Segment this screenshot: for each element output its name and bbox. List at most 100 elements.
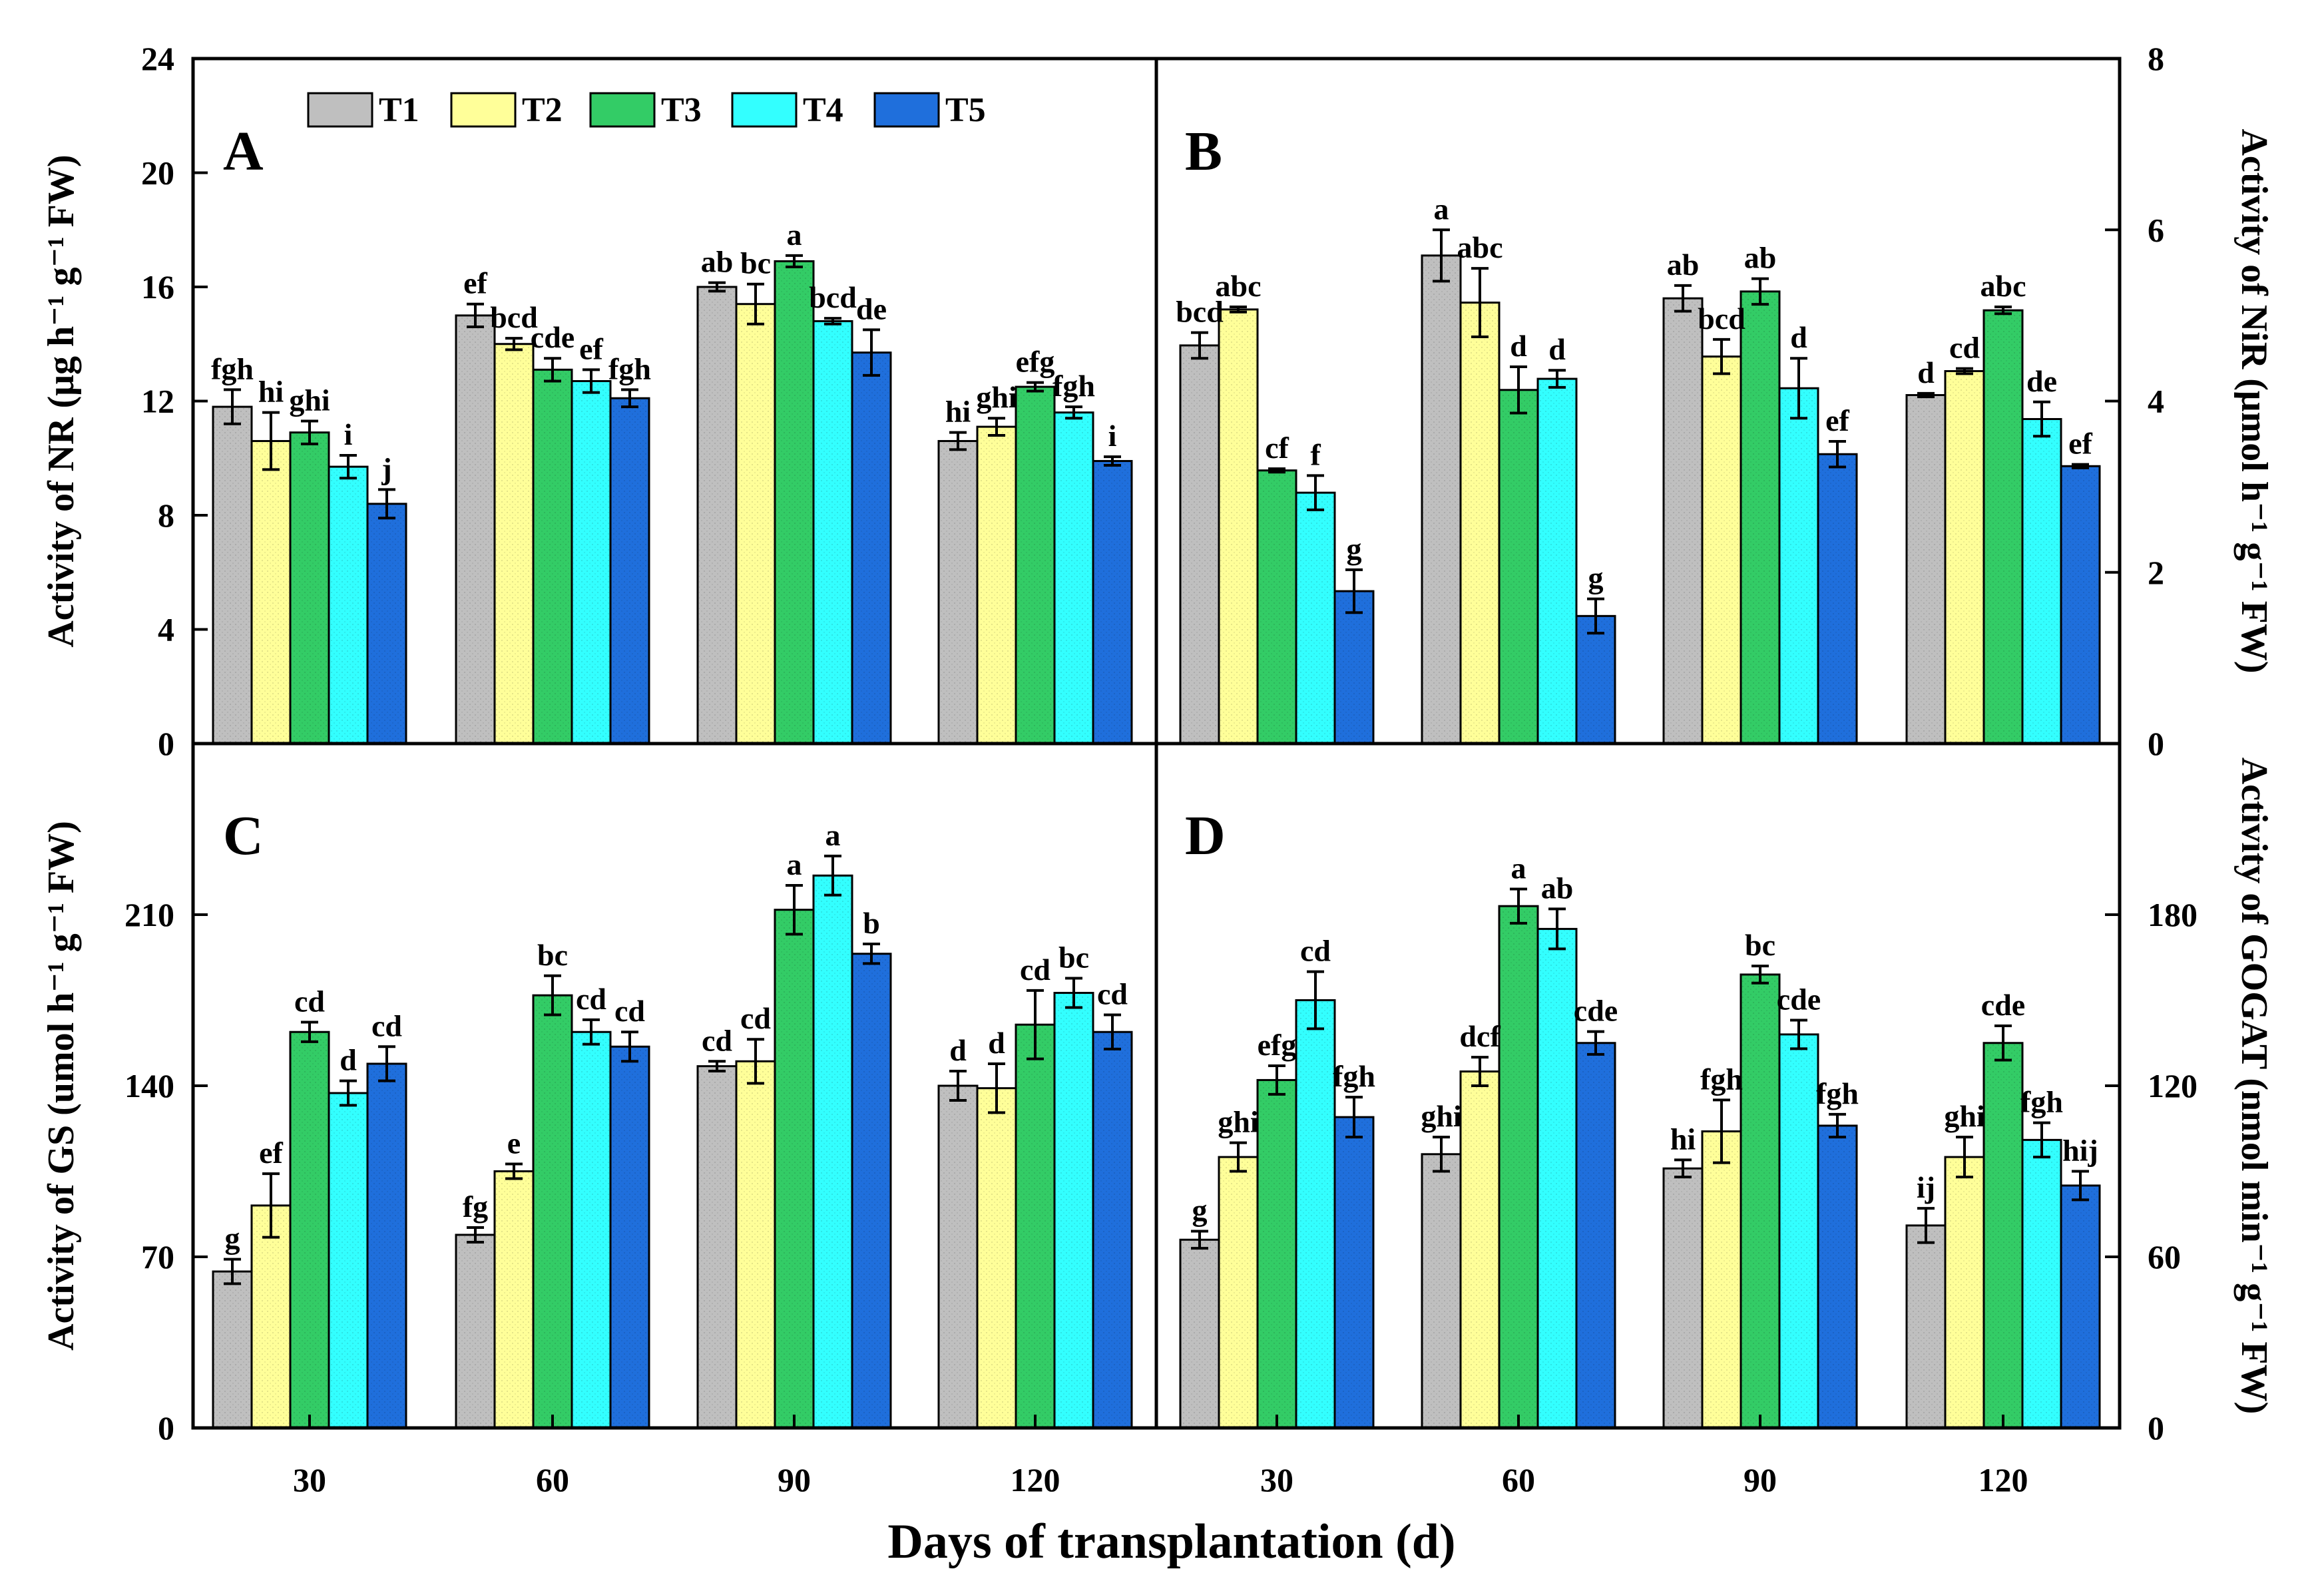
significance-label: hi: [945, 395, 971, 429]
y-axis-title-D: Activity of GOGAT (nmol min⁻¹ g⁻¹ FW): [2233, 758, 2275, 1415]
bar-texture: [1985, 312, 2021, 743]
bar-texture: [940, 442, 976, 742]
significance-label: abc: [1216, 269, 1262, 303]
bar-texture: [573, 382, 609, 742]
bar-texture: [776, 911, 812, 1427]
y-tick-label: 20: [141, 154, 174, 192]
bar-texture: [1501, 391, 1536, 742]
panel-label-A: A: [223, 120, 264, 182]
y-tick-label: 180: [2148, 896, 2198, 933]
significance-label: fgh: [1700, 1062, 1743, 1096]
bar-texture: [214, 1273, 250, 1427]
y-tick-label: 8: [158, 497, 174, 534]
bar-texture: [1742, 975, 1778, 1427]
significance-label: bc: [1058, 940, 1089, 974]
significance-label: cd: [740, 1001, 771, 1035]
bar-texture: [330, 1094, 366, 1427]
x-tick-label: 90: [1743, 1461, 1777, 1498]
significance-label: bcd: [490, 300, 538, 334]
significance-label: ef: [579, 332, 603, 365]
significance-label: bc: [740, 246, 771, 280]
y-tick-label: 0: [158, 1409, 174, 1447]
significance-label: efg: [1258, 1028, 1297, 1062]
significance-label: bc: [537, 938, 568, 972]
bar-texture: [1423, 256, 1459, 742]
significance-label: hij: [2062, 1134, 2098, 1168]
bar-texture: [1578, 617, 1614, 742]
significance-label: e: [507, 1126, 521, 1160]
significance-label: ef: [1825, 403, 1849, 437]
significance-label: abc: [1980, 269, 2026, 303]
significance-label: d: [1917, 355, 1935, 389]
panel-label-C: C: [223, 805, 264, 867]
significance-label: de: [856, 292, 887, 326]
significance-label: fgh: [211, 351, 254, 385]
significance-label: ab: [1541, 871, 1574, 905]
bar-texture: [1259, 471, 1295, 742]
significance-label: a: [1434, 192, 1449, 226]
significance-label: a: [1511, 851, 1526, 885]
legend-label-T2: T2: [522, 91, 563, 129]
significance-label: cde: [1777, 982, 1821, 1016]
bar-texture: [253, 442, 289, 742]
bar-texture: [457, 316, 493, 742]
bar-texture: [2062, 1186, 2098, 1427]
significance-label: cd: [614, 994, 645, 1028]
bar-texture: [1578, 1044, 1614, 1427]
significance-label: cde: [531, 320, 575, 354]
bar-texture: [1423, 1155, 1459, 1427]
significance-label: fgh: [1333, 1059, 1375, 1093]
bar-texture: [1704, 357, 1740, 742]
significance-label: a: [787, 847, 802, 881]
bar-texture: [1539, 380, 1575, 742]
significance-label: g: [1347, 532, 1362, 566]
bar-texture: [1259, 1081, 1295, 1427]
bar-texture: [738, 305, 774, 743]
bar-texture: [1819, 455, 1855, 742]
bar-texture: [2062, 467, 2098, 742]
y-tick-label: 4: [2148, 383, 2164, 420]
significance-label: fgh: [1052, 369, 1095, 403]
bar-texture: [214, 408, 250, 742]
y-tick-label: 0: [2148, 1409, 2164, 1447]
bar-texture: [2024, 420, 2060, 742]
significance-label: ghi: [1421, 1099, 1462, 1133]
y-tick-label: 140: [124, 1067, 174, 1104]
significance-label: cf: [1265, 431, 1289, 465]
significance-label: cd: [1300, 934, 1331, 968]
legend-swatch-T4: [731, 92, 798, 128]
x-tick-label: 120: [1011, 1461, 1060, 1498]
significance-label: ghi: [1944, 1099, 1985, 1133]
bar-texture: [535, 997, 571, 1427]
bar-texture: [369, 1064, 405, 1427]
significance-label: cde: [1981, 988, 2025, 1022]
x-tick-label: 90: [778, 1461, 811, 1498]
bars-layer: [212, 228, 2101, 1429]
bar-texture: [1094, 1033, 1130, 1427]
bar-texture: [1462, 1072, 1498, 1427]
bar-texture: [612, 1048, 648, 1427]
significance-label: cd: [294, 985, 325, 1019]
bar-texture: [1819, 1126, 1855, 1427]
bar-texture: [1017, 388, 1053, 742]
significance-label: d: [988, 1026, 1005, 1060]
bar-texture: [1665, 1170, 1701, 1427]
significance-label: d: [949, 1033, 967, 1067]
bar-texture: [815, 877, 851, 1427]
panel-label-B: B: [1185, 120, 1222, 182]
significance-label: bcd: [809, 280, 857, 314]
y-tick-label: 4: [158, 611, 174, 648]
bar-texture: [1665, 300, 1701, 742]
y-axis-title-A: Activity of NR (μg h⁻¹ g⁻¹ FW): [41, 154, 82, 647]
significance-label: bc: [1745, 928, 1775, 962]
significance-label: bcd: [1176, 295, 1224, 329]
significance-label: ghi: [976, 380, 1017, 414]
significance-label: bcd: [1698, 302, 1745, 336]
significance-label: fg: [463, 1190, 488, 1224]
bar-texture: [853, 353, 889, 742]
significance-label: f: [1310, 437, 1321, 471]
significance-label: ab: [1744, 241, 1777, 275]
bar-texture: [1539, 930, 1575, 1427]
